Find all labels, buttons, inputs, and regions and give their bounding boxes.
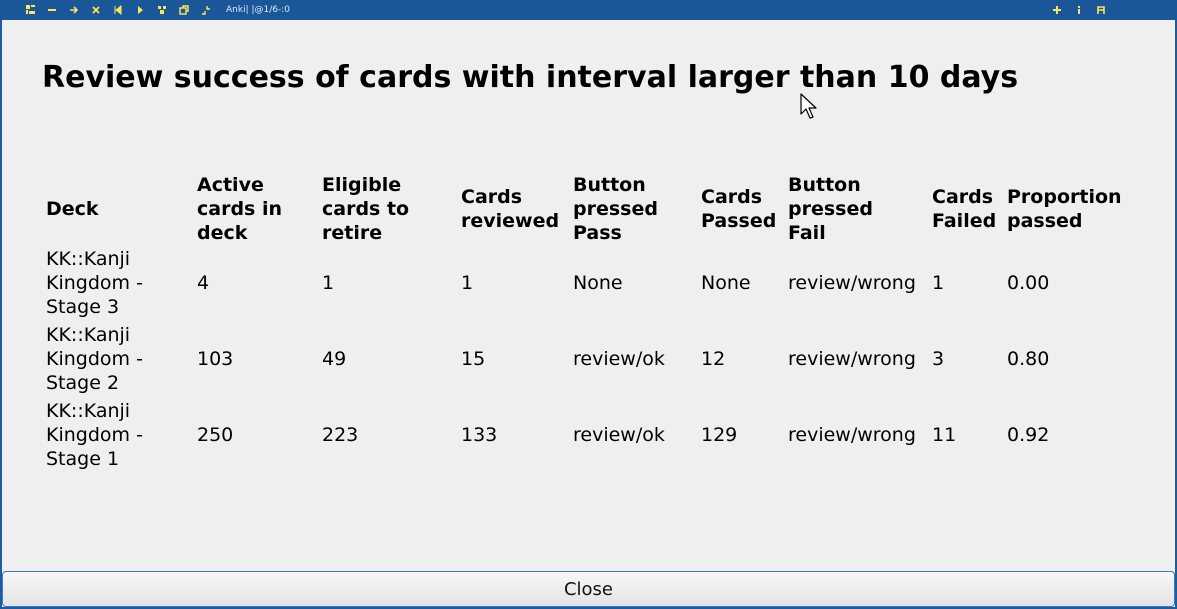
cell-pass-button: None: [573, 272, 623, 294]
header-cards-passed: Cards Passed: [701, 186, 777, 232]
plus-icon[interactable]: [1049, 2, 1065, 18]
cell-eligible: 1: [322, 272, 335, 294]
cell-failed: 3: [932, 348, 945, 370]
header-proportion-passed: Proportion passed: [1007, 186, 1122, 232]
page-title: Review success of cards with interval la…: [42, 60, 1019, 95]
cell-reviewed: 15: [461, 348, 486, 370]
header-deck: Deck: [46, 198, 99, 220]
restore-icon[interactable]: [176, 2, 192, 18]
cell-deck: KK::Kanji Kingdom - Stage 3: [46, 248, 143, 318]
cell-pass-button: review/ok: [573, 424, 665, 446]
window-title: Anki| |@1/6-:0: [226, 4, 290, 15]
cell-proportion: 0.92: [1007, 424, 1050, 446]
filter-icon[interactable]: [154, 2, 170, 18]
next-icon[interactable]: [132, 2, 148, 18]
cell-failed: 1: [932, 272, 945, 294]
header-button-fail: Button pressed Fail: [788, 174, 873, 244]
close-button[interactable]: Close: [2, 571, 1175, 607]
header-cards-failed: Cards Failed: [932, 186, 997, 232]
cell-reviewed: 133: [461, 424, 498, 446]
table-row: KK::Kanji Kingdom - Stage 3 4 1 1 None Non…: [42, 245, 1135, 321]
cell-proportion: 0.00: [1007, 272, 1050, 294]
cell-proportion: 0.80: [1007, 348, 1050, 370]
info-icon[interactable]: [1071, 2, 1087, 18]
cell-passed: 12: [701, 348, 726, 370]
cell-deck: KK::Kanji Kingdom - Stage 2: [46, 324, 143, 394]
header-active-cards: Active cards in deck: [197, 174, 283, 244]
cell-passed: None: [701, 272, 751, 294]
cell-fail-button: review/wrong: [788, 348, 916, 370]
cell-active: 103: [197, 348, 234, 370]
cell-deck: KK::Kanji Kingdom - Stage 1: [46, 400, 143, 470]
font-icon[interactable]: [1093, 2, 1109, 18]
header-cards-reviewed: Cards reviewed: [461, 186, 560, 232]
cell-eligible: 223: [322, 424, 359, 446]
table-header-row: Deck Active cards in deck Eligible cards to…: [42, 173, 1135, 245]
prev-icon[interactable]: [110, 2, 126, 18]
title-bar: Anki| |@1/6-:0: [0, 0, 1177, 19]
cell-reviewed: 1: [461, 272, 474, 294]
cell-fail-button: review/wrong: [788, 424, 916, 446]
cell-pass-button: review/ok: [573, 348, 665, 370]
cell-active: 4: [197, 272, 210, 294]
header-button-pass: Button pressed Pass: [573, 174, 658, 244]
cell-passed: 129: [701, 424, 738, 446]
menu-icon[interactable]: [22, 2, 38, 18]
cell-eligible: 49: [322, 348, 347, 370]
mouse-pointer-icon: [800, 93, 817, 119]
move-icon[interactable]: [66, 2, 82, 18]
title-bar-left-controls: Anki| |@1/6-:0: [22, 0, 290, 19]
close-icon[interactable]: [88, 2, 104, 18]
table-row: KK::Kanji Kingdom - Stage 1 250 223 133 re…: [42, 397, 1135, 473]
cell-failed: 11: [932, 424, 957, 446]
minimize-icon[interactable]: [44, 2, 60, 18]
review-success-table: Deck Active cards in deck Eligible cards to…: [42, 173, 1135, 473]
header-eligible-cards: Eligible cards to retire: [322, 174, 410, 244]
title-bar-right-controls: [1049, 0, 1109, 19]
resize-icon[interactable]: [198, 2, 214, 18]
cell-fail-button: review/wrong: [788, 272, 916, 294]
stats-dialog: Review success of cards with interval la…: [2, 20, 1175, 607]
table-row: KK::Kanji Kingdom - Stage 2 103 49 15 revi…: [42, 321, 1135, 397]
cell-active: 250: [197, 424, 234, 446]
